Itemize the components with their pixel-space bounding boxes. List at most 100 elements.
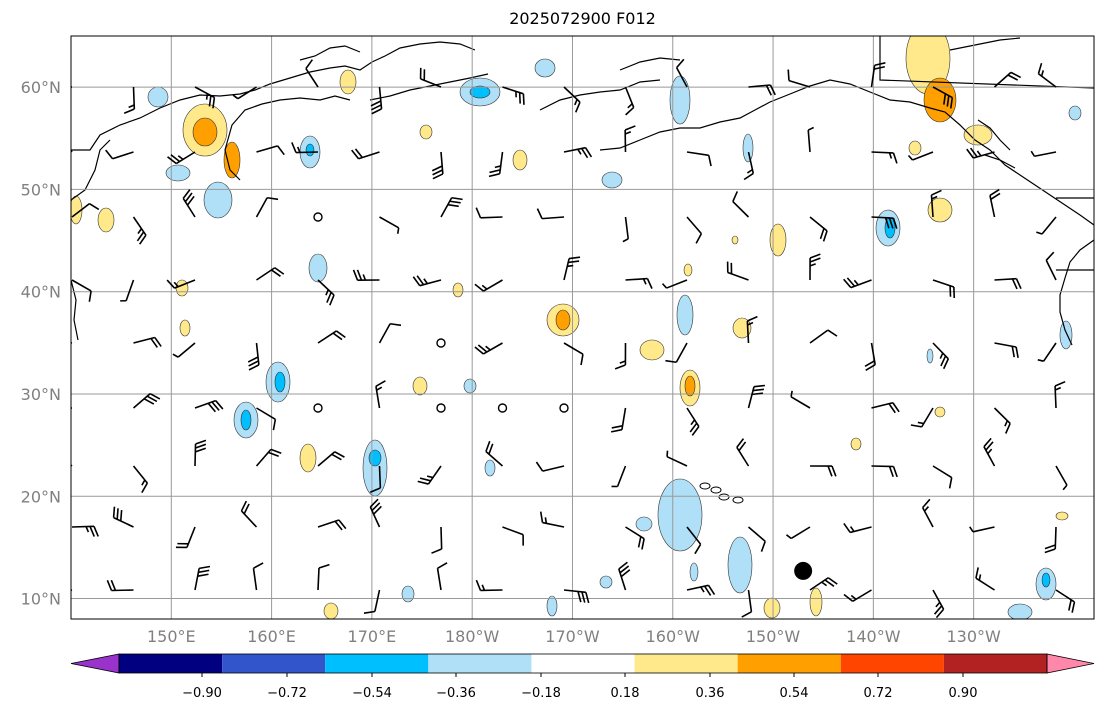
- wind-barb: [71, 342, 73, 344]
- wind-barb: [475, 579, 503, 592]
- wind-barb: [624, 125, 636, 153]
- wind-barb: [871, 216, 898, 229]
- wind-barb: [563, 86, 581, 113]
- wind-barb: [686, 216, 703, 244]
- wind-barb: [194, 86, 216, 109]
- wind-barb: [351, 148, 380, 160]
- wind-barb: [686, 407, 700, 436]
- colorbar-segment: [428, 654, 532, 673]
- coastline-segment: [1059, 239, 1094, 346]
- colorbar-segment: [943, 654, 1047, 673]
- shaded-contour: [742, 133, 754, 163]
- wind-barb: [502, 526, 524, 546]
- wind-barb: [232, 86, 257, 100]
- wind-barb: [932, 342, 950, 370]
- shaded-contour: [850, 437, 862, 451]
- wind-barb: [535, 461, 565, 472]
- wind-barb: [726, 261, 749, 281]
- island-outline: [732, 496, 744, 504]
- shaded-contour: [299, 443, 317, 473]
- wind-barb: [417, 465, 442, 485]
- wind-barb: [786, 526, 811, 540]
- shaded-contour: [684, 375, 696, 397]
- wind-barb: [809, 465, 837, 477]
- wind-barb: [809, 577, 838, 591]
- shaded-contour: [934, 406, 946, 418]
- wind-barb: [370, 86, 383, 115]
- wind-barb: [993, 71, 1022, 88]
- shaded-contour: [769, 223, 787, 257]
- wind-barb: [787, 69, 811, 88]
- wind-barb: [807, 126, 815, 153]
- wind-barb: [910, 407, 934, 428]
- colorbar: −0.90 −0.72 −0.54 −0.36 −0.18 0.18 0.36 0.54 0.7…: [70, 653, 1095, 701]
- wind-barb: [123, 86, 136, 115]
- shaded-contour: [676, 294, 694, 336]
- shaded-contour: [412, 376, 428, 396]
- wind-barb: [255, 448, 282, 467]
- shaded-contour: [908, 140, 922, 156]
- gridlines: [71, 36, 1094, 619]
- island-outline: [699, 482, 711, 490]
- wind-barb: [317, 563, 330, 591]
- wind-barb: [132, 392, 161, 409]
- calm-wind-circle: [313, 212, 323, 222]
- coastline-segment: [879, 36, 1094, 89]
- colorbar-segment: [840, 654, 944, 673]
- island-outline: [718, 493, 730, 501]
- coastline-segment: [984, 154, 1016, 169]
- colorbar-segment: [737, 654, 841, 673]
- wind-barb: [436, 562, 448, 591]
- wind-barb: [741, 589, 753, 618]
- wind-barb: [166, 279, 196, 289]
- lon-label: 160°W: [646, 627, 701, 646]
- coastline-segment: [71, 41, 476, 151]
- wind-barb: [412, 275, 442, 287]
- wind-barb: [539, 511, 565, 528]
- coastline-segment: [539, 79, 661, 111]
- shaded-contour: [512, 149, 528, 171]
- wind-barb: [71, 525, 99, 537]
- shaded-contour: [419, 124, 433, 140]
- wind-barb: [375, 380, 386, 409]
- shaded-contour: [165, 164, 191, 182]
- colorbar-tick-label: −0.54: [352, 686, 392, 701]
- lon-label: 150°E: [147, 627, 196, 646]
- lon-label: 130°W: [946, 627, 1001, 646]
- wind-barb: [809, 253, 821, 281]
- lat-label: 60°N: [21, 78, 61, 97]
- shaded-contour: [484, 459, 496, 477]
- shaded-contour: [923, 77, 957, 123]
- calm-wind-circle: [436, 403, 446, 413]
- wind-barb: [167, 151, 196, 165]
- wind-barb: [989, 188, 1001, 218]
- lon-label: 160°E: [247, 627, 296, 646]
- wind-barb: [419, 67, 442, 88]
- colorbar-tick-label: −0.18: [521, 686, 561, 701]
- colorbar-tick-label: 0.54: [780, 686, 809, 701]
- shaded-contour: [192, 117, 218, 147]
- wind-barb: [71, 279, 92, 302]
- wind-barb: [746, 315, 758, 344]
- coastline-segment: [949, 37, 1021, 51]
- wind-barb: [112, 506, 134, 528]
- wind-barb: [622, 216, 630, 243]
- calm-wind-circle: [313, 403, 323, 413]
- wind-barb: [994, 277, 1022, 290]
- colorbar-segment: [634, 654, 738, 673]
- longitude-labels: 150°E 160°E 170°E 180°W 170°W 160°W 150°W 140°W…: [147, 627, 1001, 646]
- lat-label: 20°N: [21, 487, 61, 506]
- colorbar-segment: [325, 654, 429, 673]
- shaded-contour: [97, 207, 115, 233]
- wind-barb: [305, 59, 319, 88]
- coastline-segment: [299, 45, 361, 61]
- coastline-segment: [224, 95, 351, 181]
- lon-label: 150°W: [746, 627, 801, 646]
- shaded-contour: [689, 562, 699, 582]
- lon-label: 180°W: [445, 627, 500, 646]
- wind-barb: [485, 440, 504, 467]
- shaded-contour: [601, 171, 623, 189]
- wind-barb: [71, 464, 73, 467]
- wind-barb: [194, 565, 211, 591]
- colorbar-tick-label: 0.36: [696, 686, 725, 701]
